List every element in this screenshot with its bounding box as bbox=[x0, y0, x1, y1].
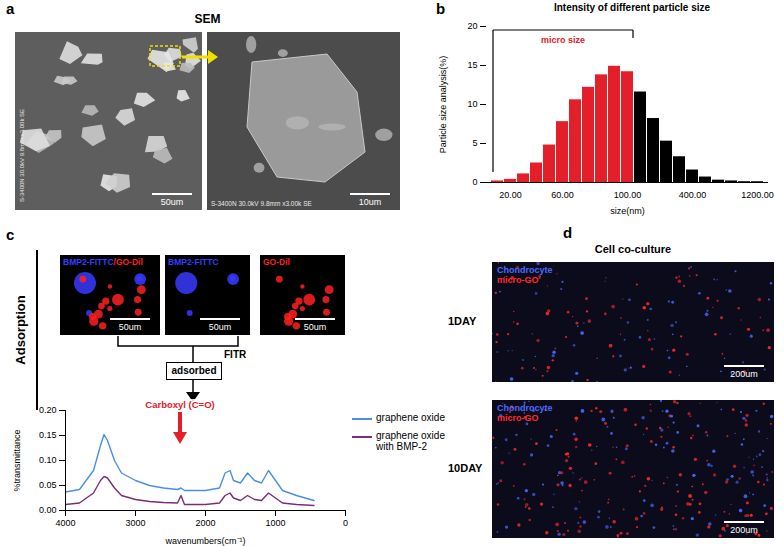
svg-text:4000: 4000 bbox=[55, 518, 75, 528]
svg-text:200um: 200um bbox=[730, 525, 758, 535]
svg-text:S-3400N 30.0kV 9.8mm x3.00k SE: S-3400N 30.0kV 9.8mm x3.00k SE bbox=[211, 200, 312, 207]
svg-text:5: 5 bbox=[472, 138, 477, 148]
svg-text:0: 0 bbox=[472, 177, 477, 187]
html-text:10DAY: 10DAY bbox=[448, 462, 483, 474]
html-text:Adsorption: Adsorption bbox=[12, 295, 28, 365]
svg-text:0.15: 0.15 bbox=[39, 430, 57, 440]
svg-text:1000: 1000 bbox=[265, 518, 285, 528]
html-text:a: a bbox=[6, 0, 15, 17]
svg-text:Chondrocyte: Chondrocyte bbox=[497, 265, 553, 275]
svg-text:GO-Dil: GO-Dil bbox=[263, 257, 290, 267]
svg-text:BMP2-FITTC: BMP2-FITTC bbox=[168, 257, 219, 267]
svg-text:20: 20 bbox=[467, 21, 477, 31]
svg-text:0.20: 0.20 bbox=[39, 405, 57, 415]
html-text:Carboxyl (C=O): Carboxyl (C=O) bbox=[145, 399, 215, 410]
html-text:graphene oxide: graphene oxide bbox=[376, 412, 445, 423]
svg-text:0: 0 bbox=[343, 518, 348, 528]
html-text:SEM: SEM bbox=[194, 12, 221, 26]
html-text:adsorbed: adsorbed bbox=[171, 365, 217, 376]
svg-text:size(nm): size(nm) bbox=[610, 206, 645, 216]
svg-text:0.10: 0.10 bbox=[39, 455, 57, 465]
svg-text:%transmittance: %transmittance bbox=[12, 429, 22, 491]
svg-text:S-3400N 30.0kV 9.8mm x3.00k SE: S-3400N 30.0kV 9.8mm x3.00k SE bbox=[19, 109, 25, 202]
html-text:graphene oxide with BMP-2: graphene oxide with BMP-2 bbox=[376, 430, 445, 452]
svg-text:1200.00: 1200.00 bbox=[741, 190, 774, 200]
svg-text:0.00: 0.00 bbox=[39, 505, 57, 515]
svg-text:10: 10 bbox=[467, 99, 477, 109]
svg-text:micro-GO: micro-GO bbox=[497, 275, 539, 285]
html-text:1DAY: 1DAY bbox=[448, 315, 477, 327]
html-text:c: c bbox=[6, 226, 15, 243]
svg-text:50um: 50um bbox=[209, 322, 232, 332]
svg-text:micro-GO: micro-GO bbox=[497, 413, 539, 423]
html-text:FITR: FITR bbox=[224, 349, 247, 360]
svg-text:Particle size analysis(%): Particle size analysis(%) bbox=[438, 56, 448, 154]
svg-text:3000: 3000 bbox=[125, 518, 145, 528]
svg-text:20.00: 20.00 bbox=[499, 190, 522, 200]
svg-text:50um: 50um bbox=[304, 322, 327, 332]
svg-text:2000: 2000 bbox=[195, 518, 215, 528]
html-text:d: d bbox=[563, 224, 573, 241]
svg-text:400.00: 400.00 bbox=[679, 190, 707, 200]
svg-text:200um: 200um bbox=[730, 369, 758, 379]
html-text:b: b bbox=[436, 0, 446, 17]
svg-text:wavenumbers(cm⁻¹): wavenumbers(cm⁻¹) bbox=[164, 536, 245, 546]
svg-text:60.00: 60.00 bbox=[551, 190, 574, 200]
svg-text:100.00: 100.00 bbox=[614, 190, 642, 200]
svg-text:15: 15 bbox=[467, 60, 477, 70]
svg-text:micro size: micro size bbox=[541, 35, 585, 45]
svg-text:50um: 50um bbox=[161, 197, 184, 207]
svg-text:10um: 10um bbox=[359, 197, 382, 207]
html-text:Cell co-culture: Cell co-culture bbox=[594, 243, 672, 255]
svg-text:BMP2-FITTC/GO-Dil: BMP2-FITTC/GO-Dil bbox=[63, 257, 143, 267]
svg-text:50um: 50um bbox=[119, 322, 142, 332]
svg-text:Chondrocyte: Chondrocyte bbox=[497, 403, 553, 413]
svg-text:0.05: 0.05 bbox=[39, 480, 57, 490]
html-text:Intensity of different particl: Intensity of different particle size bbox=[553, 2, 711, 13]
